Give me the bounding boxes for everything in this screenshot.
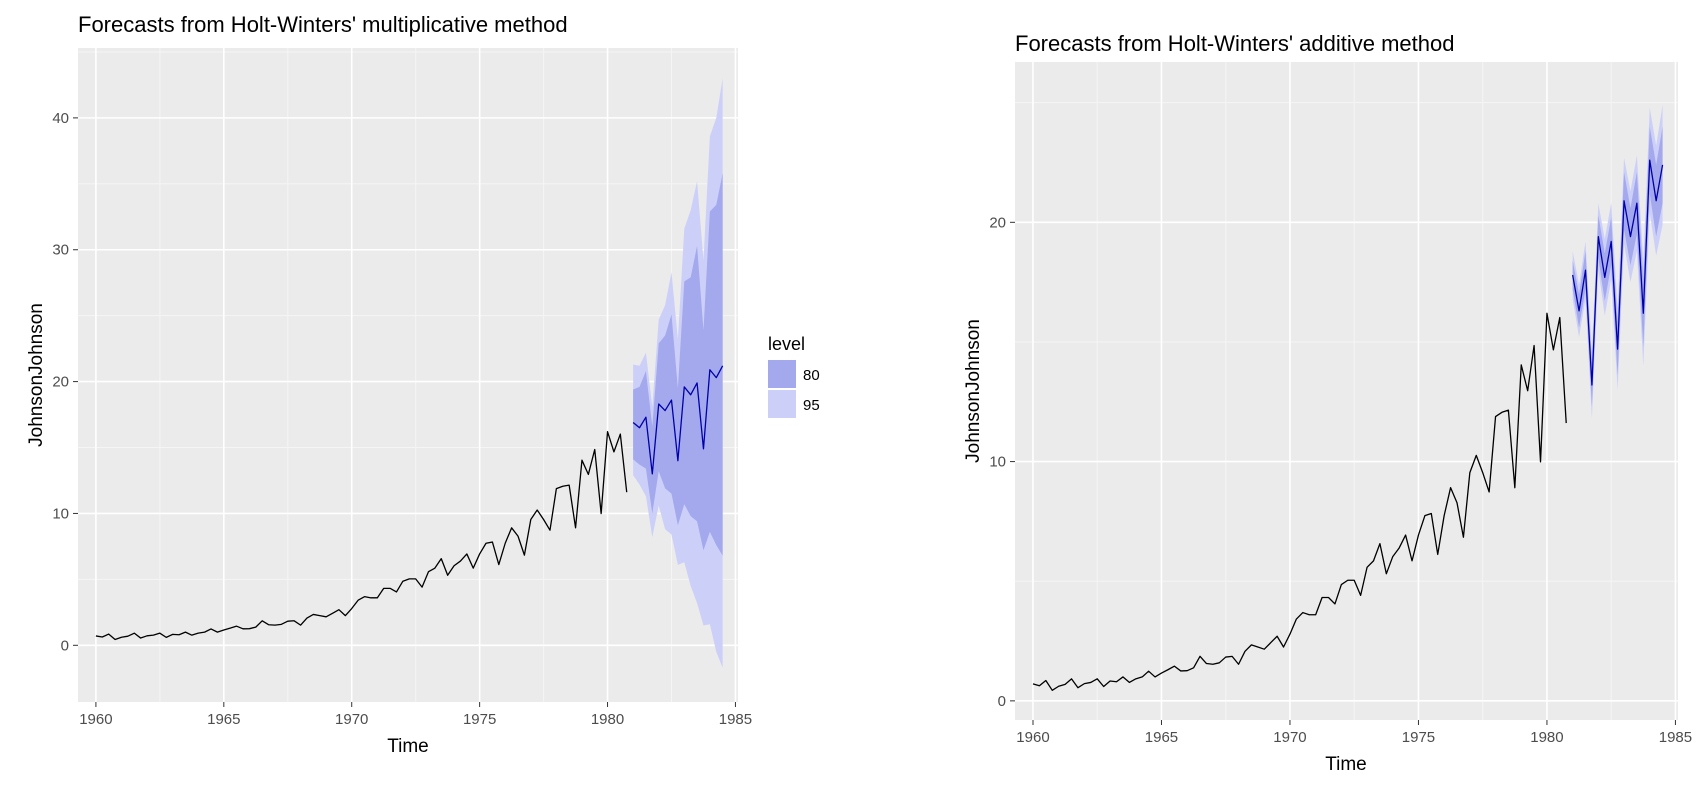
series-lines bbox=[1032, 159, 1664, 691]
y-tick-label: 10 bbox=[52, 505, 69, 522]
series-lines bbox=[95, 365, 724, 641]
legend-label-95: 95 bbox=[803, 397, 820, 414]
gridlines bbox=[78, 48, 738, 702]
chart-title: Forecasts from Holt-Winters' additive me… bbox=[1015, 31, 1454, 56]
y-tick-label: 0 bbox=[998, 693, 1006, 710]
y-axis-label: JohnsonJohnson bbox=[963, 319, 984, 463]
x-axis-label: Time bbox=[1325, 754, 1367, 775]
x-tick-label: 1980 bbox=[1530, 729, 1563, 746]
history-line bbox=[95, 431, 628, 641]
plot-panel bbox=[1015, 62, 1678, 720]
axis-ticks: 1960 1965 1970 1975 1980 1985 0 10 20 bbox=[989, 214, 1692, 746]
y-tick-label: 30 bbox=[52, 242, 69, 259]
forecast-line bbox=[632, 365, 724, 475]
x-axis-label: Time bbox=[387, 736, 429, 757]
x-tick-label: 1975 bbox=[1402, 729, 1435, 746]
y-axis-label: JohnsonJohnson bbox=[26, 303, 47, 447]
x-tick-label: 1985 bbox=[719, 711, 752, 728]
y-tick-label: 20 bbox=[989, 214, 1006, 231]
x-tick-label: 1960 bbox=[79, 711, 112, 728]
x-tick-label: 1985 bbox=[1659, 729, 1692, 746]
x-tick-label: 1975 bbox=[463, 711, 496, 728]
y-tick-label: 0 bbox=[61, 637, 69, 654]
forecast-line bbox=[1572, 159, 1664, 386]
legend: level 80 95 bbox=[768, 334, 820, 418]
x-tick-label: 1965 bbox=[207, 711, 240, 728]
axis-ticks: 1960 1965 1970 1975 1980 1985 0 10 20 30 40 bbox=[52, 110, 752, 728]
prediction-bands bbox=[633, 78, 723, 668]
gridlines bbox=[1015, 62, 1678, 720]
legend-swatch-95 bbox=[768, 390, 796, 418]
y-tick-label: 20 bbox=[52, 374, 69, 391]
x-tick-label: 1960 bbox=[1016, 729, 1049, 746]
y-tick-label: 10 bbox=[989, 454, 1006, 471]
y-tick-label: 40 bbox=[52, 110, 69, 127]
prediction-bands bbox=[1572, 105, 1663, 419]
band-95 bbox=[1572, 105, 1663, 419]
chart-title: Forecasts from Holt-Winters' multiplicat… bbox=[78, 12, 568, 37]
additive-chart: Forecasts from Holt-Winters' additive me… bbox=[963, 31, 1692, 775]
band-80 bbox=[633, 173, 723, 556]
legend-title: level bbox=[768, 334, 805, 354]
legend-swatch-80 bbox=[768, 360, 796, 388]
legend-label-80: 80 bbox=[803, 367, 820, 384]
multiplicative-chart: Forecasts from Holt-Winters' multiplicat… bbox=[26, 12, 752, 757]
x-tick-label: 1965 bbox=[1145, 729, 1178, 746]
plot-panel bbox=[78, 48, 738, 702]
x-tick-label: 1980 bbox=[591, 711, 624, 728]
x-tick-label: 1970 bbox=[335, 711, 368, 728]
x-tick-label: 1970 bbox=[1273, 729, 1306, 746]
band-80 bbox=[1572, 126, 1663, 407]
history-line bbox=[1032, 312, 1567, 691]
